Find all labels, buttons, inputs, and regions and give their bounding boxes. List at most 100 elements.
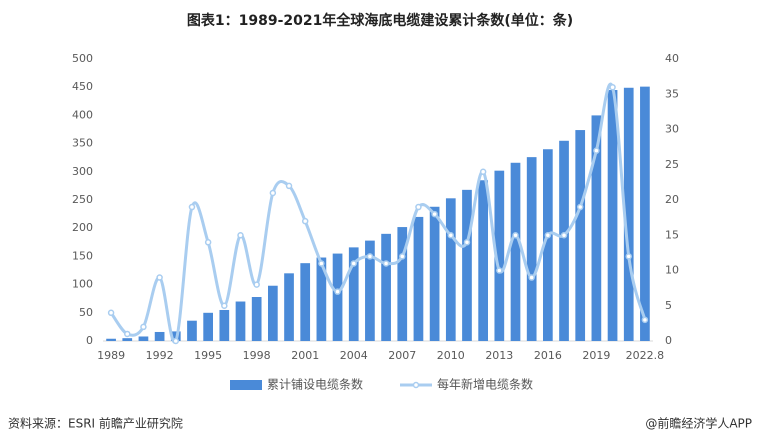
bar	[365, 240, 375, 341]
bar	[591, 115, 602, 342]
bar	[154, 331, 165, 341]
y-tick-label: 200	[72, 221, 93, 234]
bar	[235, 301, 246, 341]
chart-title: 图表1：1989-2021年全球海底电缆建设累计条数(单位：条)	[187, 12, 573, 29]
x-tick-label: 1998	[243, 349, 271, 362]
bar	[640, 86, 650, 341]
bar	[510, 162, 521, 341]
line-marker	[528, 274, 535, 281]
y-tick-label: 150	[72, 249, 93, 262]
bar	[268, 285, 278, 341]
line-marker	[204, 239, 212, 246]
line-marker	[253, 281, 260, 288]
bar	[187, 320, 197, 341]
credit: @前瞻经济学人APP	[645, 416, 752, 431]
line-marker	[641, 316, 649, 324]
y-tick-label: 50	[79, 306, 93, 319]
bar	[494, 170, 505, 341]
x-tick-label: 2010	[437, 349, 465, 362]
bar	[284, 273, 294, 341]
y-tick-label: 400	[72, 108, 93, 121]
line-marker	[188, 203, 196, 211]
bar	[559, 140, 569, 341]
bar	[219, 309, 230, 341]
x-tick-label: 1989	[97, 349, 125, 362]
line-marker	[576, 203, 584, 211]
bar	[203, 312, 213, 341]
line-marker	[221, 302, 228, 309]
y2-tick-label: 10	[665, 264, 679, 277]
bar	[575, 130, 586, 341]
line-marker	[140, 323, 147, 331]
bar	[478, 180, 488, 341]
bar	[623, 87, 634, 341]
bar	[106, 338, 116, 341]
line-marker	[107, 309, 115, 317]
line-marker	[237, 232, 244, 239]
line-marker	[399, 253, 406, 260]
x-tick-label: 2013	[485, 349, 513, 362]
line-marker	[609, 83, 616, 91]
line-marker	[124, 330, 131, 338]
bar	[543, 149, 553, 341]
line-marker	[415, 203, 422, 211]
bar	[122, 338, 133, 341]
source: 资料来源：ESRI 前瞻产业研究院	[8, 416, 183, 431]
y2-tick-label: 5	[665, 299, 672, 312]
line-marker	[512, 232, 519, 239]
bar	[381, 233, 391, 341]
x-tick-label: 2022.8	[626, 349, 665, 362]
y2-tick-label: 0	[665, 334, 672, 347]
line-marker	[269, 189, 277, 197]
line-marker	[560, 232, 568, 239]
line-marker	[366, 253, 374, 260]
y-tick-label: 250	[72, 193, 93, 206]
bar	[251, 297, 262, 341]
line-marker	[625, 253, 632, 260]
y2-tick-label: 15	[665, 228, 679, 241]
line-marker	[334, 288, 341, 295]
line-marker	[593, 147, 600, 154]
bar	[138, 336, 149, 341]
line-marker	[156, 274, 163, 281]
bar	[429, 206, 440, 341]
bar	[332, 253, 343, 341]
line-marker	[318, 260, 325, 267]
legend-swatch	[412, 381, 420, 389]
line-marker	[463, 239, 471, 246]
y2-tick-label: 25	[665, 158, 679, 171]
y2-tick-label: 40	[665, 52, 679, 65]
y-tick-label: 300	[72, 165, 93, 178]
y-tick-label: 450	[72, 80, 93, 93]
x-tick-label: 1995	[194, 349, 222, 362]
line-marker	[544, 232, 552, 239]
legend-label: 累计铺设电缆条数	[267, 377, 363, 392]
x-tick-label: 2019	[582, 349, 610, 362]
bar	[445, 198, 456, 341]
y-tick-label: 100	[72, 278, 93, 291]
x-tick-label: 2004	[340, 349, 368, 362]
line-marker	[301, 217, 309, 225]
bar	[397, 227, 408, 341]
line-marker	[382, 260, 390, 267]
y2-tick-label: 20	[665, 193, 679, 206]
x-tick-label: 2001	[291, 349, 319, 362]
bar	[348, 247, 359, 341]
bar	[300, 263, 311, 341]
line-marker	[479, 168, 487, 176]
legend-label: 每年新增电缆条数	[437, 377, 533, 392]
bar	[526, 157, 537, 341]
line-marker	[285, 182, 293, 190]
y-tick-label: 0	[86, 334, 93, 347]
line-marker	[447, 232, 455, 239]
line-marker	[431, 210, 438, 218]
bar	[462, 189, 472, 341]
bar	[316, 257, 327, 341]
y-tick-label: 350	[72, 137, 93, 150]
line-marker	[350, 260, 357, 267]
bar	[607, 90, 618, 342]
bar	[413, 216, 424, 341]
x-tick-label: 2016	[534, 349, 562, 362]
line-marker	[172, 337, 180, 345]
